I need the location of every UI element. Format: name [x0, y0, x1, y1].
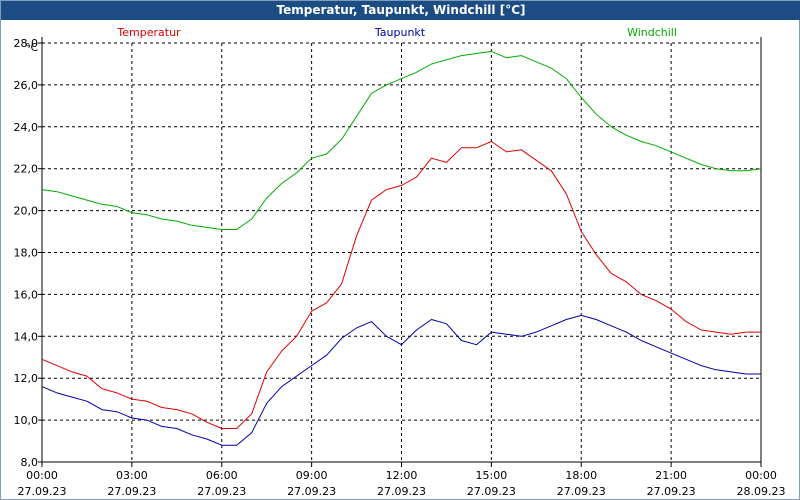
- x-tick-date: 27.09.23: [647, 485, 696, 498]
- x-tick-time: 03:00: [116, 469, 148, 482]
- chart-title: Temperatur, Taupunkt, Windchill [°C]: [1, 1, 800, 20]
- x-tick-date: 27.09.23: [287, 485, 336, 498]
- y-tick-labels: 8,0 10,0 12,0 14,0 16,0 18,0 20,0 22,0 24,0 26,0 2…: [14, 37, 39, 469]
- series-line-temperatur: [41, 141, 761, 429]
- series-lines: [41, 50, 762, 446]
- x-tick-time: 00:00: [745, 469, 777, 482]
- legend-entry-temperatur: Temperatur: [116, 26, 181, 39]
- grid: [42, 42, 761, 463]
- x-tick-time: 15:00: [476, 469, 508, 482]
- y-tick-label: 20,0: [14, 205, 39, 218]
- x-tick-date: 27.09.23: [467, 485, 516, 498]
- y-tick-label: 16,0: [14, 288, 39, 301]
- legend-entry-taupunkt: Taupunkt: [374, 26, 426, 39]
- series-line-windchill: [41, 50, 762, 230]
- y-axis-unit-label: °C: [25, 41, 39, 54]
- y-tick-label: 10,0: [14, 414, 39, 427]
- y-tick-label: 28,0: [14, 37, 39, 50]
- x-tick-labels: 00:00 27.09.23 03:00 27.09.23 06:00 27.09.23 0…: [18, 469, 786, 498]
- legend-entry-windchill: Windchill: [627, 26, 677, 39]
- x-tick-date: 27.09.23: [107, 485, 156, 498]
- y-tick-label: 8,0: [21, 456, 39, 469]
- x-tick-time: 06:00: [206, 469, 238, 482]
- y-tick-label: 12,0: [14, 372, 39, 385]
- x-tick-date: 27.09.23: [197, 485, 246, 498]
- x-tick-time: 21:00: [655, 469, 687, 482]
- x-tick-time: 18:00: [565, 469, 597, 482]
- series-line-taupunkt: [41, 314, 761, 446]
- x-tick-time: 00:00: [26, 469, 58, 482]
- x-tick-date: 27.09.23: [557, 485, 606, 498]
- y-tick-label: 26,0: [14, 79, 39, 92]
- y-tick-label: 24,0: [14, 121, 39, 134]
- axes: [38, 37, 762, 467]
- y-tick-label: 14,0: [14, 330, 39, 343]
- x-tick-date: 27.09.23: [377, 485, 426, 498]
- legend: Temperatur Taupunkt Windchill: [116, 26, 677, 39]
- x-tick-date: 28.09.23: [737, 485, 786, 498]
- line-chart: 8,0 10,0 12,0 14,0 16,0 18,0 20,0 22,0 24,0 26,0 2…: [14, 26, 786, 498]
- y-tick-label: 18,0: [14, 247, 39, 260]
- x-tick-date: 27.09.23: [18, 485, 67, 498]
- x-tick-time: 09:00: [296, 469, 328, 482]
- x-tick-time: 12:00: [386, 469, 418, 482]
- y-tick-label: 22,0: [14, 163, 39, 176]
